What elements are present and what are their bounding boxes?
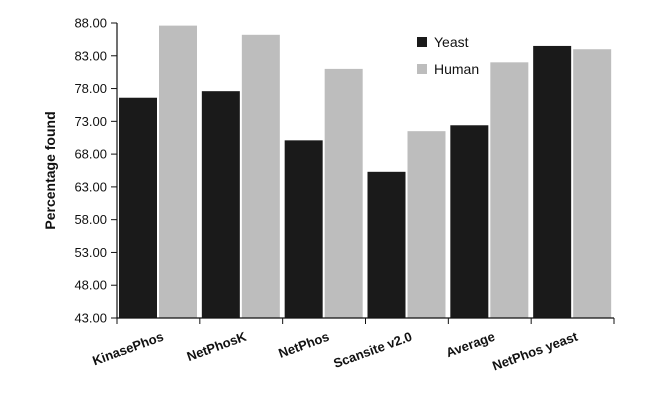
legend-label-human: Human [434, 61, 479, 77]
bar-human-netphosk [241, 34, 280, 319]
bar-human-netphos-yeast [573, 49, 612, 318]
bar-yeast-kinasephos [119, 97, 157, 318]
bar-yeast-average [450, 125, 489, 319]
y-tick-label: 63.00 [74, 179, 107, 194]
bar-yeast-scansite-v2-0 [367, 171, 406, 318]
x-category-label: Average [444, 329, 497, 360]
x-category-label: NetPhos [276, 329, 331, 361]
x-category-label: KinasePhos [90, 329, 165, 369]
bar-human-kinasephos [159, 25, 197, 319]
legend-label-yeast: Yeast [434, 34, 469, 50]
bar-yeast-netphos [284, 140, 323, 318]
legend: Yeast Human [417, 34, 479, 77]
axes-layer [111, 22, 615, 324]
legend-swatch-yeast [417, 37, 427, 47]
bar-yeast-netphos-yeast [533, 45, 572, 318]
bar-human-netphos [324, 68, 363, 318]
y-tick-label: 58.00 [74, 212, 107, 227]
x-category-label: NetPhos yeast [490, 328, 580, 373]
y-tick-label: 68.00 [74, 147, 107, 162]
bar-yeast-netphosk [201, 91, 240, 319]
x-category-label: NetPhosK [185, 329, 249, 365]
y-tick-label: 43.00 [74, 311, 107, 326]
bars-layer [119, 25, 612, 319]
y-tick-label: 88.00 [74, 16, 107, 31]
y-tick-label: 73.00 [74, 114, 107, 129]
y-axis-title: Percentage found [42, 111, 58, 229]
y-tick-label: 83.00 [74, 48, 107, 63]
y-tick-label: 53.00 [74, 245, 107, 260]
legend-swatch-human [417, 64, 427, 74]
bar-human-scansite-v2-0 [407, 131, 446, 318]
y-tick-label: 48.00 [74, 278, 107, 293]
y-tick-label: 78.00 [74, 81, 107, 96]
x-category-label: Scansite v2.0 [331, 329, 414, 371]
bar-human-average [490, 62, 529, 318]
